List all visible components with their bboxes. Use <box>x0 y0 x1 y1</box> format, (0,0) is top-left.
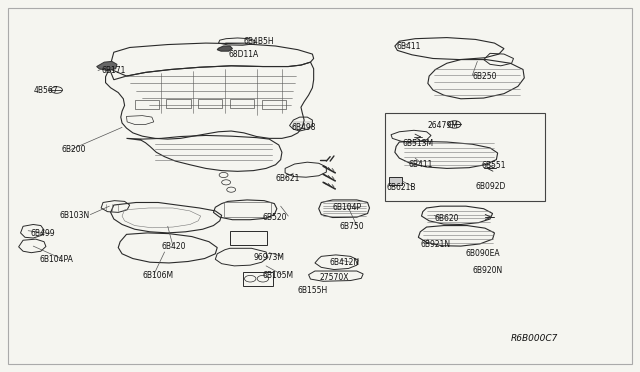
Bar <box>198 99 222 108</box>
Text: 6B105M: 6B105M <box>263 271 294 280</box>
Text: 6B620: 6B620 <box>434 215 459 224</box>
Bar <box>230 99 254 108</box>
Text: 6B551: 6B551 <box>482 161 506 170</box>
Text: 96973M: 96973M <box>253 253 284 262</box>
Text: 6B621B: 6B621B <box>387 183 416 192</box>
Text: 6B104P: 6B104P <box>333 203 362 212</box>
Text: 4B567: 4B567 <box>33 86 58 95</box>
Bar <box>135 100 159 109</box>
Text: 6B513M: 6B513M <box>403 140 434 148</box>
Text: 6B104PA: 6B104PA <box>40 255 74 264</box>
Text: 6B621: 6B621 <box>276 174 300 183</box>
Text: 6B921N: 6B921N <box>420 240 451 249</box>
Text: 27570X: 27570X <box>320 273 349 282</box>
Bar <box>243 272 273 286</box>
Text: 6B412N: 6B412N <box>330 259 360 267</box>
Bar <box>166 99 191 108</box>
Bar <box>388 177 403 185</box>
Text: 6B499: 6B499 <box>31 229 55 238</box>
Text: 6B171: 6B171 <box>101 66 125 75</box>
Text: 6B520: 6B520 <box>263 213 287 222</box>
Polygon shape <box>97 61 117 71</box>
Text: 6B106M: 6B106M <box>142 271 173 280</box>
Text: 6B420: 6B420 <box>161 242 186 251</box>
Text: 6B498: 6B498 <box>291 123 316 132</box>
Bar <box>262 100 285 109</box>
Bar <box>385 113 545 201</box>
Text: 6B200: 6B200 <box>61 145 86 154</box>
Text: 6B411: 6B411 <box>396 42 420 51</box>
Text: 26479M: 26479M <box>428 121 459 130</box>
Text: 6B250: 6B250 <box>472 71 497 81</box>
Text: 6B920N: 6B920N <box>472 266 502 275</box>
Bar <box>230 231 267 246</box>
Text: 6B411: 6B411 <box>409 160 433 169</box>
Text: 6B155H: 6B155H <box>298 286 328 295</box>
Text: 68D11A: 68D11A <box>228 49 259 58</box>
Text: 6B103N: 6B103N <box>60 211 90 220</box>
Text: 6B750: 6B750 <box>339 222 364 231</box>
Bar <box>223 202 271 217</box>
Text: 6B4B5H: 6B4B5H <box>244 37 275 46</box>
Text: R6B000C7: R6B000C7 <box>510 334 557 343</box>
Text: 6B092D: 6B092D <box>476 182 506 190</box>
Text: 6B090EA: 6B090EA <box>466 249 500 258</box>
Polygon shape <box>217 46 232 51</box>
